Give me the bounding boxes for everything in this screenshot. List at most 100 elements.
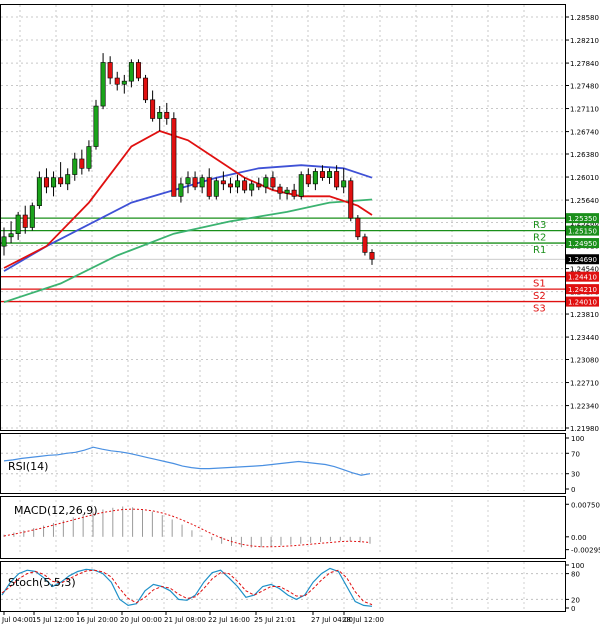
- candle: [36, 171, 42, 209]
- candle: [72, 152, 78, 181]
- price-y-tick-label: 1.23810: [570, 311, 599, 319]
- candle-body: [305, 174, 311, 185]
- candle: [65, 168, 71, 191]
- candle-body: [227, 183, 233, 188]
- candle: [192, 171, 198, 191]
- ma-slow-line: [3, 198, 373, 304]
- candle-body: [206, 177, 212, 197]
- candle-body: [143, 77, 149, 101]
- candle-body: [157, 111, 163, 119]
- stoch-k-line: [1, 567, 373, 607]
- candle: [334, 165, 340, 191]
- candle: [312, 168, 318, 191]
- candle: [29, 202, 35, 231]
- candle-body: [291, 189, 297, 197]
- candle: [327, 168, 333, 184]
- rsi-title: RSI(14): [8, 460, 48, 473]
- candle: [227, 177, 233, 194]
- candle-body: [178, 183, 184, 197]
- level-price-label-s1: 1.24410: [568, 274, 597, 282]
- x-tick-label: 20 Jul 00:00: [120, 616, 162, 624]
- price-y-tick-label: 1.26740: [570, 129, 599, 137]
- candle: [143, 74, 149, 103]
- candle-body: [1, 236, 7, 247]
- candle: [341, 168, 347, 194]
- candle-body: [79, 158, 85, 169]
- candle: [270, 171, 276, 191]
- candle: [220, 171, 226, 191]
- candle: [355, 215, 361, 240]
- candle: [51, 171, 57, 197]
- candle: [43, 168, 49, 194]
- candle-body: [249, 183, 255, 191]
- candle-body: [43, 177, 49, 188]
- candle-body: [220, 180, 226, 185]
- x-tick-label: 15 Jul 12:00: [32, 616, 74, 624]
- candle: [178, 177, 184, 203]
- level-price-label-s2: 1.24210: [568, 286, 597, 294]
- candle-body: [341, 180, 347, 188]
- price-y-tick-label: 1.23080: [570, 357, 599, 365]
- x-tick-label: Jul 04:00: [1, 616, 33, 624]
- level-price-label-s3: 1.24010: [568, 299, 597, 307]
- candle-body: [284, 189, 290, 194]
- price-y-tick-label: 1.26010: [570, 174, 599, 182]
- candle-body: [185, 177, 191, 185]
- ma-fast-line: [3, 130, 373, 269]
- price-y-tick-label: 1.22340: [570, 403, 599, 411]
- candle-body: [298, 174, 304, 197]
- candle-body: [93, 105, 99, 147]
- price-y-tick-label: 1.27840: [570, 60, 599, 68]
- stoch-d-line: [1, 569, 373, 606]
- candle-body: [135, 62, 141, 79]
- candle-body: [171, 118, 177, 197]
- candle-body: [355, 217, 361, 238]
- stoch-y-tick-label: 20: [571, 596, 580, 604]
- level-name-s2: S2: [533, 291, 546, 302]
- macd-y-tick-label: 0.00: [571, 534, 587, 542]
- level-price-tag-r1: [566, 238, 599, 249]
- candle-body: [199, 177, 205, 188]
- macd-title: MACD(12,26,9): [14, 504, 98, 517]
- candle-body: [22, 214, 28, 228]
- candle-body: [164, 111, 170, 119]
- stoch-title: Stoch(5,5,3): [8, 576, 76, 589]
- candle: [58, 162, 64, 188]
- rsi-y-tick-label: 0: [571, 486, 575, 494]
- candle-body: [86, 146, 92, 169]
- level-price-tag-s2: [566, 284, 599, 295]
- candle-body: [58, 177, 64, 185]
- candle: [235, 174, 241, 194]
- price-y-tick-label: 1.27480: [570, 83, 599, 91]
- candle: [157, 106, 163, 131]
- current-price-label: 1.24690: [568, 256, 597, 264]
- candle: [206, 168, 212, 200]
- candle-body: [114, 77, 120, 85]
- rsi-y-tick-label: 100: [571, 435, 584, 443]
- macd-y-tick-label: 0.007506: [571, 501, 600, 509]
- candle-body: [107, 62, 113, 79]
- current-price-tag: [566, 254, 599, 265]
- x-tick-label: 21 Jul 08:00: [164, 616, 206, 624]
- candle-body: [15, 214, 21, 235]
- candle-body: [263, 177, 269, 188]
- x-tick-label: 28 Jul 12:00: [342, 616, 384, 624]
- price-y-tick-label: 1.28210: [570, 37, 599, 45]
- candle-body: [256, 183, 262, 188]
- stoch-y-tick-label: 0: [571, 605, 575, 613]
- level-price-tag-r2: [566, 225, 599, 236]
- x-tick-label: 27 Jul 04:00: [311, 616, 353, 624]
- candle: [348, 177, 354, 222]
- candle: [277, 183, 283, 200]
- candle: [213, 177, 219, 200]
- level-name-r2: R2: [533, 233, 546, 244]
- candle-body: [362, 236, 368, 253]
- candle-body: [270, 177, 276, 188]
- level-name-r3: R3: [533, 220, 546, 231]
- rsi-y-tick-label: 30: [571, 471, 580, 479]
- level-price-label-r1: 1.24950: [568, 240, 597, 248]
- candle: [369, 249, 375, 265]
- x-tick-label: 25 Jul 21:01: [254, 616, 296, 624]
- candle-body: [312, 171, 318, 185]
- candle: [291, 183, 297, 200]
